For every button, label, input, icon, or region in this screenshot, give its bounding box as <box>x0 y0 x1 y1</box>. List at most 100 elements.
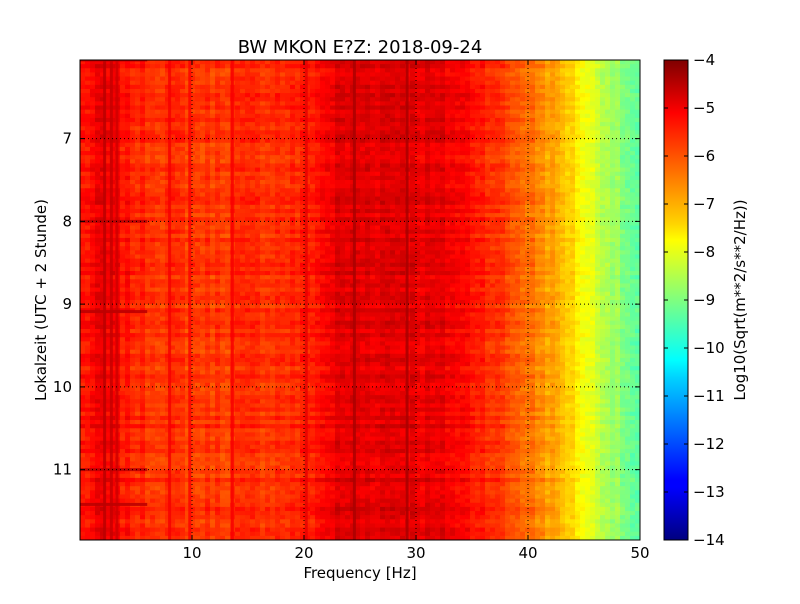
heatmap-cell <box>185 64 191 69</box>
heatmap-cell <box>605 167 611 173</box>
heatmap-cell <box>360 225 366 231</box>
heatmap-cell <box>325 97 331 102</box>
heatmap-cell <box>195 68 201 74</box>
heatmap-cell <box>105 60 111 65</box>
heatmap-cell <box>255 180 261 185</box>
heatmap-cell <box>625 225 631 231</box>
heatmap-cell <box>315 184 321 189</box>
heatmap-cell <box>455 60 461 65</box>
heatmap-cell <box>610 188 616 194</box>
heatmap-cell <box>490 101 496 107</box>
heatmap-cell <box>340 126 346 131</box>
heatmap-cell <box>620 101 626 107</box>
heatmap-cell <box>620 237 626 243</box>
heatmap-cell <box>445 155 451 160</box>
heatmap-cell <box>475 130 481 136</box>
heatmap-cell <box>225 122 231 127</box>
heatmap-cell <box>580 171 586 177</box>
heatmap-cell <box>90 117 96 123</box>
heatmap-cell <box>345 80 351 86</box>
heatmap-cell <box>215 196 221 202</box>
heatmap-cell <box>135 72 141 78</box>
heatmap-cell <box>530 138 536 144</box>
heatmap-cell <box>475 117 481 123</box>
heatmap-cell <box>215 122 221 127</box>
heatmap-cell <box>565 146 571 152</box>
heatmap-cell <box>410 64 416 69</box>
heatmap-cell <box>540 213 546 218</box>
heatmap-cell <box>460 208 466 214</box>
heatmap-cell <box>195 88 201 94</box>
heatmap-cell <box>215 171 221 177</box>
heatmap-cell <box>290 117 296 123</box>
heatmap-cell <box>560 184 566 189</box>
heatmap-cell <box>320 192 326 198</box>
heatmap-cell <box>165 101 171 107</box>
heatmap-cell <box>455 192 461 198</box>
heatmap-cell <box>240 151 246 156</box>
heatmap-cell <box>460 117 466 123</box>
heatmap-cell <box>190 171 196 177</box>
heatmap-cell <box>510 151 516 156</box>
heatmap-cell <box>435 117 441 123</box>
heatmap-cell <box>535 60 541 65</box>
heatmap-cell <box>160 105 166 111</box>
heatmap-cell <box>525 225 531 231</box>
heatmap-cell <box>530 130 536 136</box>
heatmap-cell <box>215 208 221 214</box>
heatmap-cell <box>170 225 176 231</box>
heatmap-cell <box>425 225 431 231</box>
heatmap-cell <box>180 105 186 111</box>
heatmap-cell <box>400 233 406 239</box>
heatmap-cell <box>495 126 501 131</box>
heatmap-cell <box>610 117 616 123</box>
heatmap-cell <box>425 109 431 115</box>
heatmap-cell <box>455 196 461 202</box>
heatmap-cell <box>290 184 296 189</box>
heatmap-cell <box>420 122 426 127</box>
heatmap-cell <box>420 200 426 206</box>
heatmap-cell <box>330 88 336 94</box>
heatmap-cell <box>325 208 331 214</box>
heatmap-cell <box>250 167 256 173</box>
heatmap-cell <box>265 76 271 82</box>
heatmap-cell <box>395 146 401 152</box>
heatmap-cell <box>410 93 416 98</box>
heatmap-cell <box>135 204 141 210</box>
heatmap-cell <box>150 242 156 247</box>
heatmap-cell <box>260 146 266 152</box>
heatmap-cell <box>340 229 346 235</box>
heatmap-cell <box>90 113 96 119</box>
heatmap-cell <box>90 146 96 152</box>
heatmap-cell <box>510 196 516 202</box>
heatmap-cell <box>430 171 436 177</box>
heatmap-cell <box>490 229 496 235</box>
heatmap-cell <box>100 72 106 78</box>
heatmap-cell <box>520 180 526 185</box>
heatmap-cell <box>470 159 476 165</box>
heatmap-cell <box>610 76 616 82</box>
heatmap-cell <box>135 175 141 181</box>
heatmap-cell <box>425 208 431 214</box>
heatmap-cell <box>440 237 446 243</box>
heatmap-cell <box>435 237 441 243</box>
heatmap-cell <box>365 146 371 152</box>
heatmap-cell <box>300 237 306 243</box>
heatmap-cell <box>225 84 231 90</box>
heatmap-cell <box>530 175 536 181</box>
heatmap-cell <box>570 134 576 140</box>
heatmap-cell <box>190 68 196 74</box>
heatmap-cell <box>300 130 306 136</box>
heatmap-cell <box>435 155 441 160</box>
heatmap-cell <box>375 180 381 185</box>
heatmap-cell <box>235 163 241 169</box>
heatmap-cell <box>620 68 626 74</box>
heatmap-cell <box>500 105 506 111</box>
heatmap-cell <box>175 60 181 65</box>
heatmap-cell <box>525 213 531 218</box>
heatmap-cell <box>435 76 441 82</box>
heatmap-cell <box>365 208 371 214</box>
heatmap-cell <box>185 200 191 206</box>
heatmap-cell <box>575 225 581 231</box>
heatmap-cell <box>235 117 241 123</box>
